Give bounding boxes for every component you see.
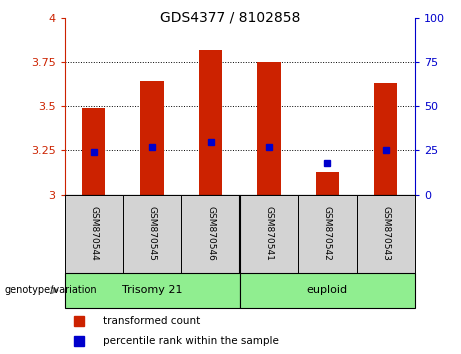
Bar: [374, 83, 397, 195]
Bar: [240, 195, 298, 273]
Text: genotype/variation: genotype/variation: [5, 285, 97, 295]
Text: percentile rank within the sample: percentile rank within the sample: [103, 336, 279, 346]
Bar: [181, 195, 240, 273]
Text: GSM870544: GSM870544: [89, 206, 98, 261]
Bar: [65, 195, 123, 273]
Text: GSM870541: GSM870541: [265, 206, 273, 261]
Bar: [65, 273, 240, 308]
Text: GSM870546: GSM870546: [206, 206, 215, 261]
Bar: [141, 81, 164, 195]
Bar: [257, 62, 281, 195]
Bar: [298, 195, 356, 273]
Text: Trisomy 21: Trisomy 21: [122, 285, 183, 295]
Text: GSM870545: GSM870545: [148, 206, 157, 261]
Bar: [199, 50, 222, 195]
Text: transformed count: transformed count: [103, 316, 201, 326]
Text: GSM870543: GSM870543: [381, 206, 390, 261]
Bar: [316, 172, 339, 195]
Bar: [356, 195, 415, 273]
Bar: [82, 108, 106, 195]
Text: euploid: euploid: [307, 285, 348, 295]
Text: GSM870542: GSM870542: [323, 206, 332, 261]
Bar: [123, 195, 181, 273]
Bar: [240, 273, 415, 308]
Text: GDS4377 / 8102858: GDS4377 / 8102858: [160, 11, 301, 25]
